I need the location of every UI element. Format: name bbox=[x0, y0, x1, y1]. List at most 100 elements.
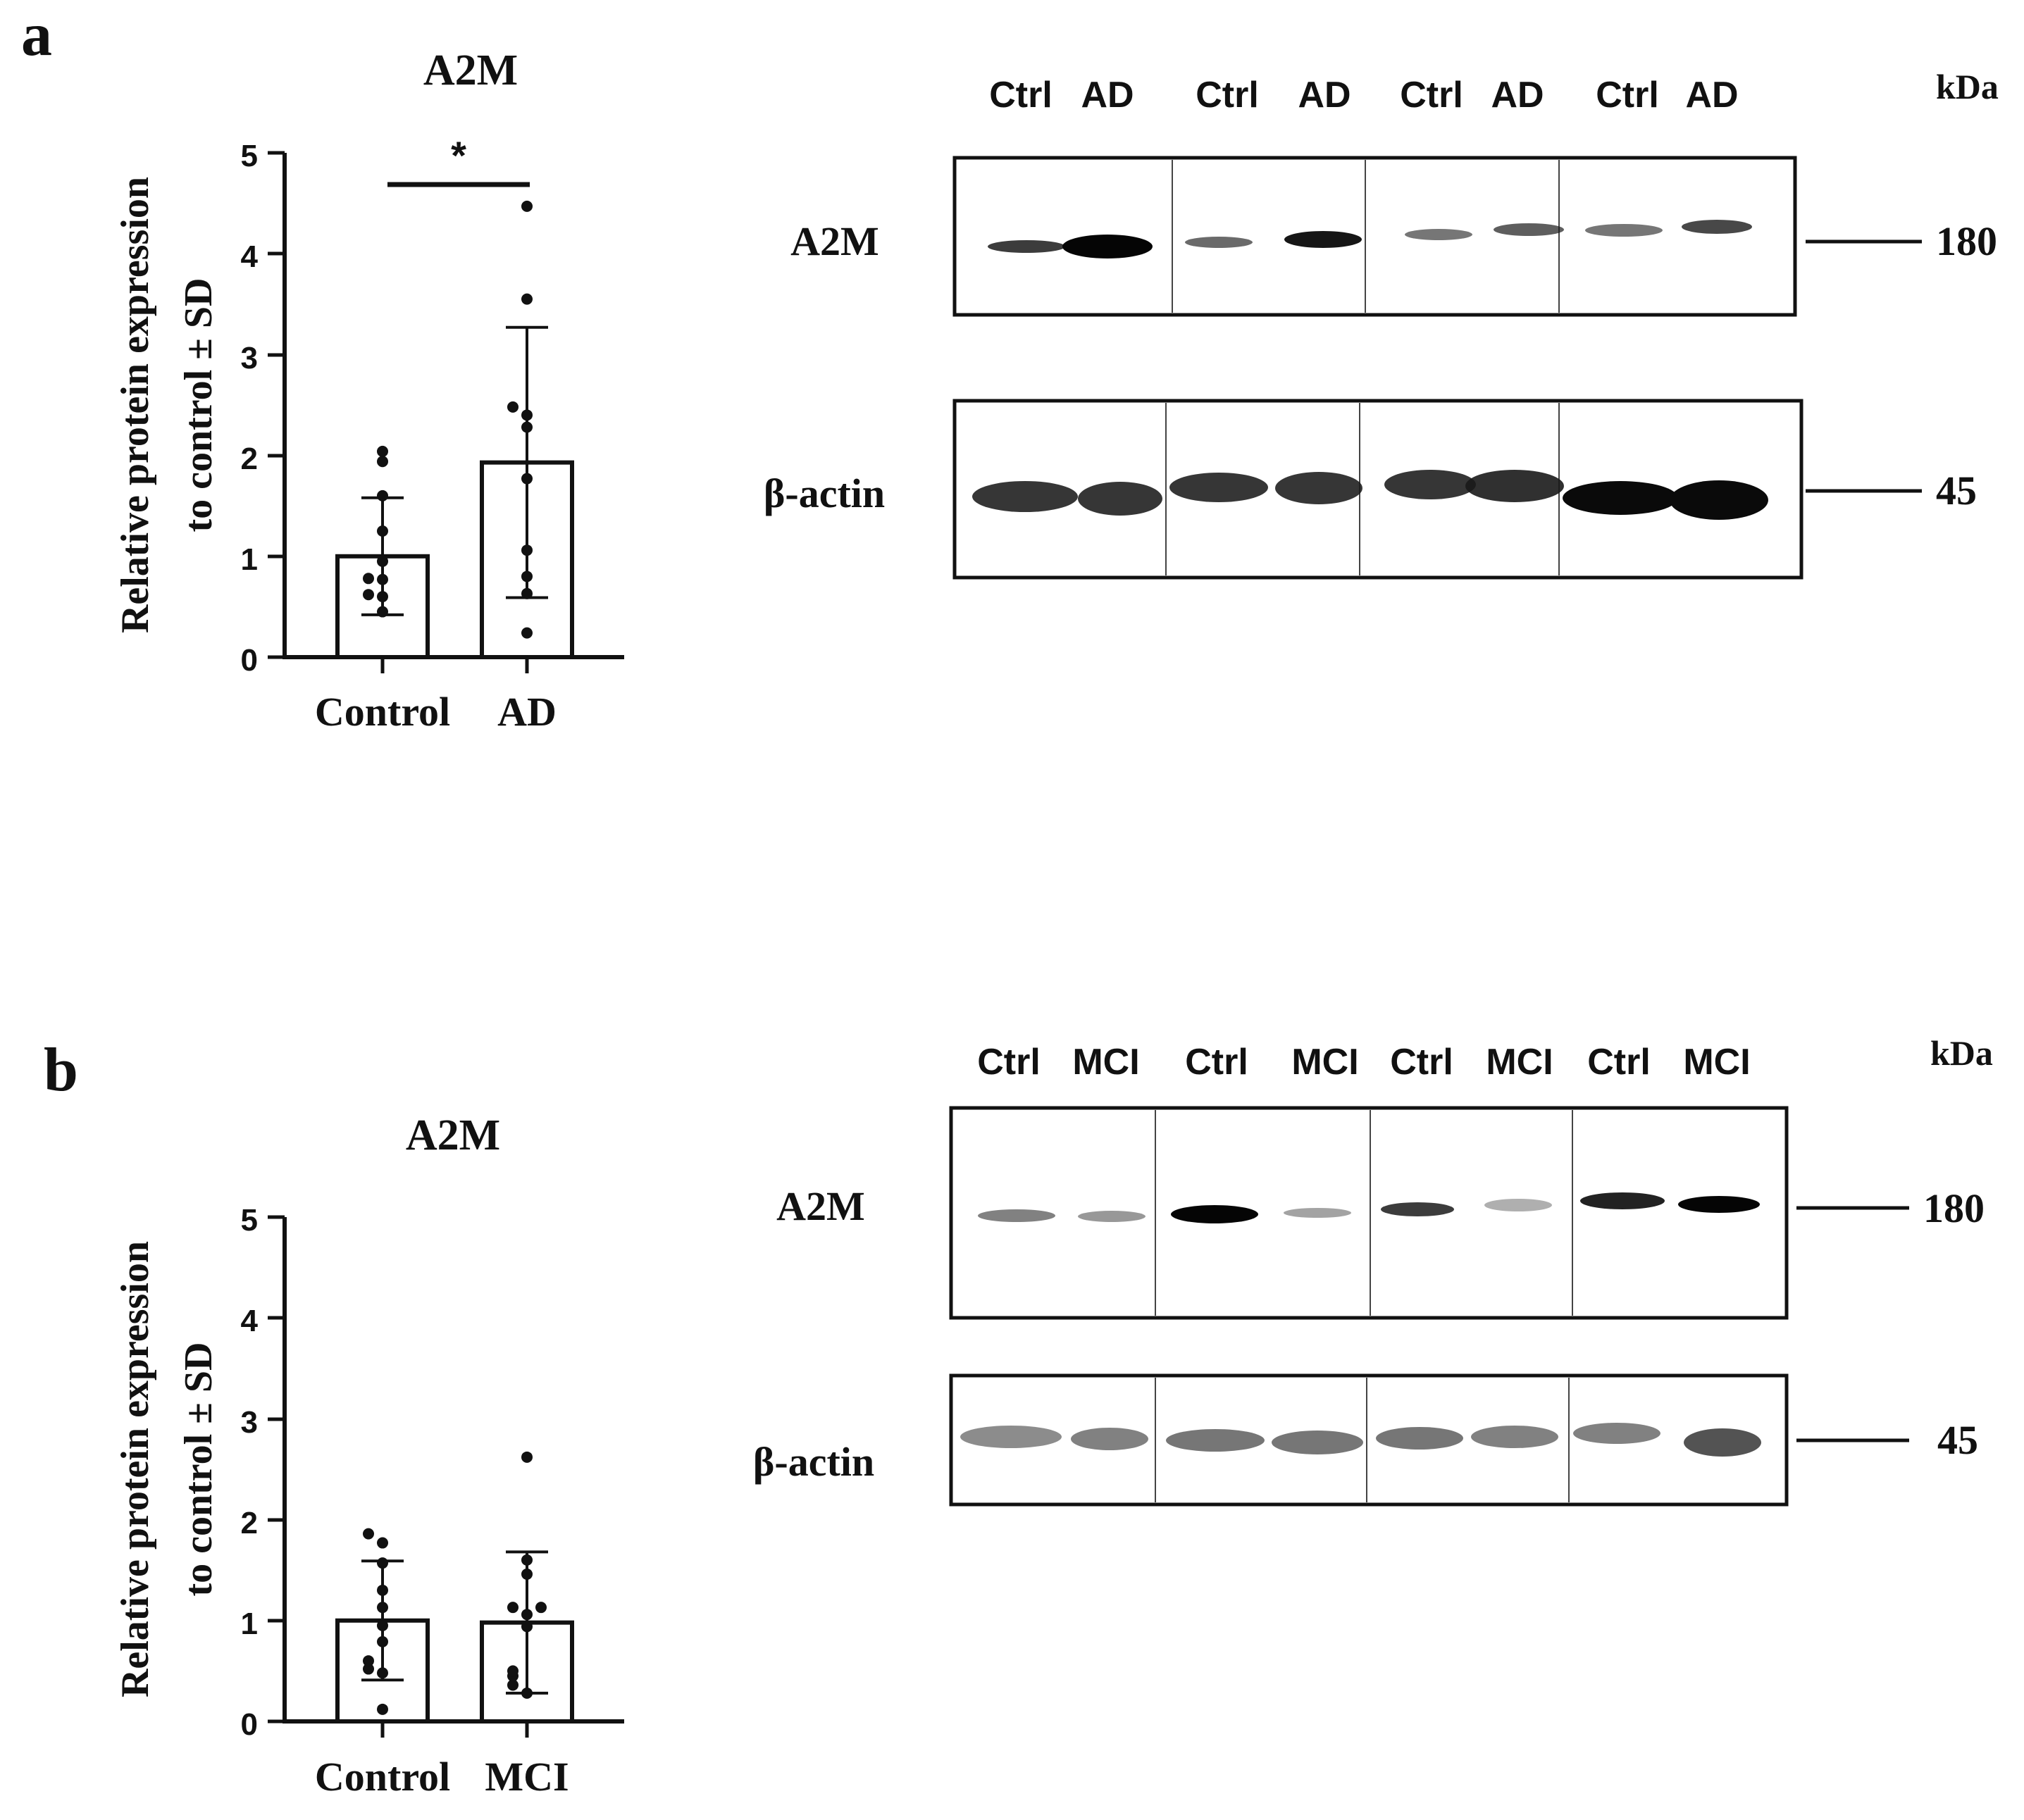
data-point bbox=[521, 587, 533, 599]
blot-membrane-beta-actin bbox=[952, 399, 1803, 580]
data-point bbox=[507, 1602, 519, 1614]
panel-letter-b: b bbox=[44, 1036, 78, 1104]
y-tick-label: 0 bbox=[241, 643, 258, 678]
data-point bbox=[521, 571, 533, 582]
data-point bbox=[507, 1679, 519, 1691]
data-point bbox=[377, 1703, 388, 1715]
panel-b: b A2M Relative protein expression to con… bbox=[44, 1033, 1993, 1800]
data-point bbox=[377, 1667, 388, 1679]
lane-label: Ctrl bbox=[1596, 75, 1659, 116]
y-tick-label: 3 bbox=[241, 341, 258, 375]
blot-band bbox=[1078, 482, 1162, 516]
y-ticks: 0 1 2 3 4 5 bbox=[241, 1203, 285, 1742]
data-point bbox=[507, 1665, 519, 1677]
lane-label: Ctrl bbox=[989, 75, 1053, 116]
y-tick-label: 4 bbox=[241, 1304, 259, 1338]
y-axis-label-line1: Relative protein expression bbox=[113, 1241, 157, 1697]
lane-label: AD bbox=[1081, 75, 1134, 116]
blot-band bbox=[988, 240, 1065, 253]
blot-band bbox=[1169, 473, 1268, 502]
data-point bbox=[521, 1609, 533, 1621]
blot-band bbox=[1166, 1429, 1265, 1452]
blot-band bbox=[1494, 223, 1564, 236]
western-blot-a: Ctrl AD Ctrl AD Ctrl AD Ctrl AD kDa A2M … bbox=[764, 67, 1999, 580]
data-point bbox=[377, 490, 388, 501]
blot-band bbox=[1062, 235, 1153, 258]
chart-marks bbox=[335, 1451, 574, 1724]
blot-membrane-a2m bbox=[949, 1106, 1789, 1320]
marker-label: 180 bbox=[1936, 218, 1997, 264]
y-tick-label: 4 bbox=[241, 239, 259, 274]
blot-band bbox=[1465, 470, 1564, 502]
blot-band bbox=[972, 481, 1078, 512]
chart-title: A2M bbox=[423, 46, 518, 94]
data-point bbox=[377, 1537, 388, 1549]
blot-band bbox=[978, 1209, 1055, 1222]
lane-label: Ctrl bbox=[1400, 75, 1463, 116]
y-tick-label: 1 bbox=[241, 542, 258, 577]
y-tick-label: 2 bbox=[241, 1506, 258, 1540]
blot-band bbox=[1275, 472, 1362, 504]
data-point bbox=[377, 555, 388, 567]
y-axis-label-line1: Relative protein expression bbox=[113, 177, 157, 633]
data-point bbox=[521, 473, 533, 485]
lane-label: AD bbox=[1491, 75, 1544, 116]
data-point bbox=[521, 1621, 533, 1633]
lane-label: Ctrl bbox=[1390, 1042, 1453, 1083]
blot-band bbox=[1573, 1423, 1660, 1444]
blot-band bbox=[1484, 1199, 1552, 1211]
x-tick-label-control: Control bbox=[315, 1754, 450, 1800]
data-point bbox=[521, 200, 533, 212]
data-point bbox=[377, 456, 388, 468]
blot-band bbox=[960, 1426, 1062, 1448]
data-point bbox=[377, 573, 388, 585]
blot-band bbox=[1585, 224, 1663, 237]
data-point bbox=[521, 1451, 533, 1463]
blot-band bbox=[1563, 481, 1678, 515]
data-point bbox=[521, 1687, 533, 1699]
data-point bbox=[507, 401, 519, 413]
lane-label: Ctrl bbox=[1185, 1042, 1248, 1083]
blot-band bbox=[1405, 229, 1472, 240]
y-axis-label-line2: to control ± SD bbox=[177, 1342, 221, 1596]
lane-label: MCI bbox=[1486, 1042, 1553, 1083]
lane-label: Ctrl bbox=[1587, 1042, 1651, 1083]
x-tick-label-mci: MCI bbox=[485, 1754, 569, 1800]
data-point bbox=[377, 1619, 388, 1631]
kda-label: kDa bbox=[1930, 1033, 1993, 1073]
chart-marks bbox=[335, 200, 574, 660]
lane-label: AD bbox=[1298, 75, 1351, 116]
kda-label: kDa bbox=[1936, 67, 1999, 106]
blot-band bbox=[1678, 1196, 1760, 1213]
panel-letter-a: a bbox=[21, 1, 52, 69]
data-point bbox=[521, 409, 533, 421]
blot-band bbox=[1171, 1205, 1258, 1223]
data-point bbox=[377, 1602, 388, 1614]
data-point bbox=[535, 1602, 547, 1614]
data-point bbox=[363, 1528, 374, 1540]
marker-label: 180 bbox=[1923, 1185, 1985, 1231]
blot-membrane-a2m bbox=[952, 156, 1797, 317]
blot-band bbox=[1384, 470, 1476, 499]
y-tick-label: 1 bbox=[241, 1607, 258, 1641]
lane-label: Ctrl bbox=[1196, 75, 1259, 116]
blot-band bbox=[1670, 480, 1768, 520]
data-point bbox=[521, 1568, 533, 1580]
blot-protein-label: β-actin bbox=[753, 1439, 874, 1485]
lane-label: AD bbox=[1685, 75, 1738, 116]
chart-title: A2M bbox=[406, 1111, 500, 1159]
blot-band bbox=[1580, 1192, 1665, 1209]
lane-label: MCI bbox=[1683, 1042, 1750, 1083]
data-point bbox=[377, 591, 388, 603]
blot-band bbox=[1471, 1426, 1558, 1448]
y-ticks: 0 1 2 3 4 5 bbox=[241, 139, 285, 678]
chart-b: A2M Relative protein expression to contr… bbox=[113, 1111, 624, 1800]
blot-band bbox=[1071, 1428, 1148, 1450]
blot-protein-label: A2M bbox=[790, 218, 879, 264]
y-tick-label: 0 bbox=[241, 1707, 258, 1742]
blot-band bbox=[1078, 1211, 1146, 1222]
blot-band bbox=[1684, 1428, 1761, 1457]
western-blot-b: Ctrl MCI Ctrl MCI Ctrl MCI Ctrl MCI kDa … bbox=[753, 1033, 1993, 1507]
data-point bbox=[377, 1584, 388, 1596]
lane-label: Ctrl bbox=[977, 1042, 1041, 1083]
